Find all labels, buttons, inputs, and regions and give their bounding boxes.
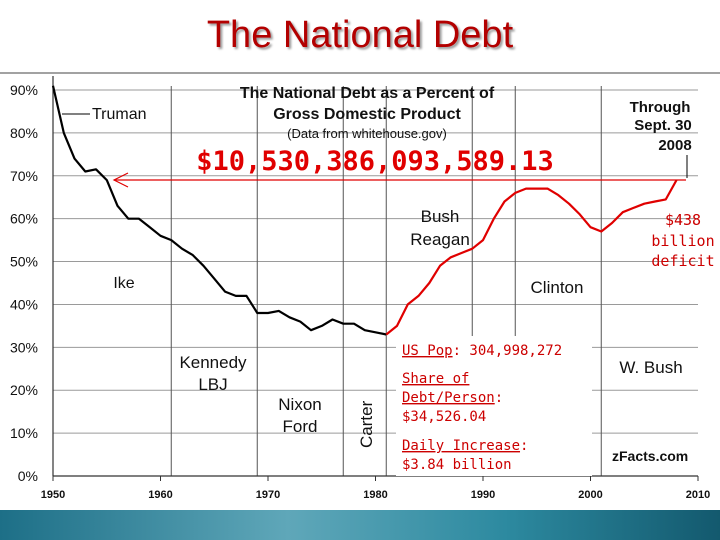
chart-source: (Data from whitehouse.gov) xyxy=(287,126,447,141)
debt-chart-svg: 0%10%20%30%40%50%60%70%80%90% 1950 1960 19… xyxy=(0,72,720,510)
label-truman: Truman xyxy=(92,106,147,123)
y-tick-label: 40% xyxy=(10,296,38,312)
label-deficit-1: $438 xyxy=(665,211,701,229)
stat-daily-value: $3.84 billion xyxy=(402,457,512,473)
y-tick-label: 60% xyxy=(10,211,38,227)
label-reagan: Reagan xyxy=(410,230,470,249)
stats-box xyxy=(396,336,592,476)
gridlines xyxy=(53,89,698,434)
y-tick-label: 20% xyxy=(10,382,38,398)
label-ford: Ford xyxy=(283,417,318,436)
stat-pop-label: US Pop xyxy=(402,343,453,359)
label-lbj: LBJ xyxy=(198,375,227,394)
y-tick-label: 50% xyxy=(10,254,38,270)
debt-chart: 0% 10% 20% 30% 40% 50% 60% 70% 80% 90% 1950 1960 19… xyxy=(0,72,720,510)
stat-share-value: $34,526.04 xyxy=(402,409,486,425)
label-ike: Ike xyxy=(113,275,134,292)
x-tick-label: 2010 xyxy=(686,489,710,501)
debt-arrow-head xyxy=(112,172,129,188)
label-through-2: Sept. 30 xyxy=(634,117,692,134)
stat-pop-value: : 304,998,272 xyxy=(453,343,563,359)
stat-share-label-2: Debt/Person: xyxy=(402,390,503,406)
label-through-3: 2008 xyxy=(658,137,691,154)
series-line-0 xyxy=(51,85,387,336)
label-clinton: Clinton xyxy=(531,278,584,297)
y-tick-label: 70% xyxy=(10,168,38,184)
stat-daily-label: Daily Increase: xyxy=(402,438,528,454)
y-tick-label: 80% xyxy=(10,125,38,141)
x-tick-labels: 1950 1960 1970 1980 1990 2000 2010 xyxy=(41,476,710,501)
y-tick-labels: 0% 10% 20% 30% 40% 50% 60% 70% 80% 90% xyxy=(10,82,38,484)
chart-title-line2: Gross Domestic Product xyxy=(273,106,461,123)
x-tick-label: 1980 xyxy=(363,489,387,501)
y-tick-label: 90% xyxy=(10,82,38,98)
zfacts-watermark: zFacts.com xyxy=(612,448,688,464)
x-tick-label: 2000 xyxy=(578,489,602,501)
x-tick-label: 1960 xyxy=(148,489,172,501)
stat-share-label-1: Share of xyxy=(402,371,469,387)
label-nixon: Nixon xyxy=(278,395,321,414)
y-tick-label: 30% xyxy=(10,339,38,355)
x-tick-label: 1990 xyxy=(471,489,495,501)
label-w-bush: W. Bush xyxy=(619,358,682,377)
label-bush: Bush xyxy=(421,207,460,226)
x-tick-label: 1950 xyxy=(41,489,65,501)
chart-title: The National Debt as a Percent of xyxy=(240,85,495,102)
total-debt-figure: $10,530,386,093,589.13 xyxy=(196,146,554,177)
label-deficit-3: deficit xyxy=(651,252,714,270)
series-line-1 xyxy=(385,179,678,336)
label-carter: Carter xyxy=(357,400,376,448)
x-tick-label: 1970 xyxy=(256,489,280,501)
label-deficit-2: billion xyxy=(651,232,714,250)
slide-footer-band xyxy=(0,510,720,540)
chart-background xyxy=(0,72,720,510)
y-tick-label: 0% xyxy=(18,468,38,484)
label-through-1: Through xyxy=(630,99,691,116)
presidential-term-lines xyxy=(170,86,602,476)
stat-pop: US Pop: 304,998,272 xyxy=(402,343,562,359)
label-kennedy: Kennedy xyxy=(179,353,247,372)
y-tick-label: 10% xyxy=(10,425,38,441)
slide-title: The National Debt xyxy=(206,14,514,56)
series-lines xyxy=(51,85,678,336)
